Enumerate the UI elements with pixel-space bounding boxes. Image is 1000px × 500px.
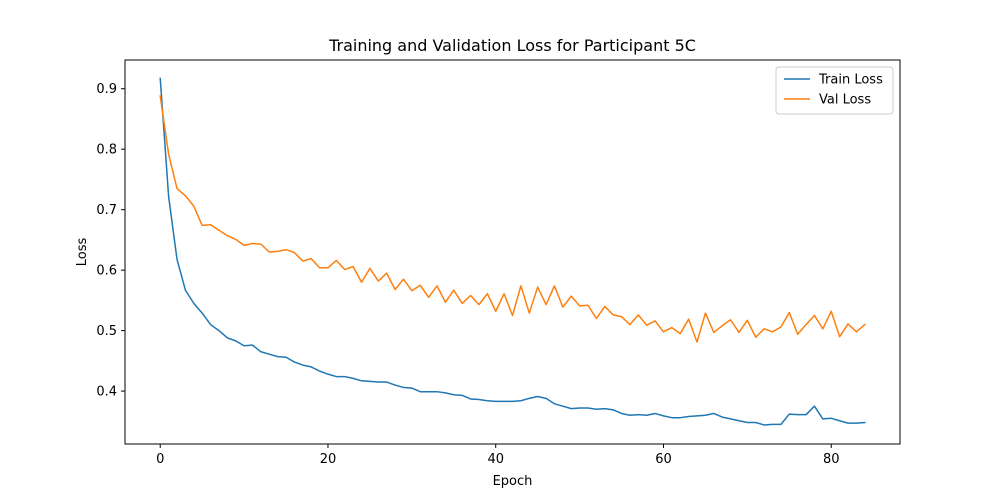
y-axis-label: Loss [75, 238, 90, 267]
y-axis: 0.4 0.5 0.6 0.7 0.8 0.9 [96, 82, 125, 400]
series-layer [159, 77, 866, 426]
x-tick-label: 20 [320, 452, 337, 467]
y-tick-label: 0.4 [96, 385, 117, 400]
x-tick-label: 80 [823, 452, 840, 467]
legend-label: Val Loss [819, 93, 871, 108]
y-tick-label: 0.8 [96, 143, 117, 158]
series-line-val-loss [159, 95, 866, 343]
x-tick-label: 0 [156, 452, 164, 467]
y-tick-label: 0.9 [96, 82, 117, 97]
legend-label: Train Loss [818, 73, 883, 88]
x-axis: 0 20 40 60 80 [156, 444, 839, 467]
x-tick-label: 40 [487, 452, 504, 467]
x-tick-label: 60 [655, 452, 672, 467]
series-line-train-loss [159, 77, 866, 426]
axes-frame [124, 59, 901, 445]
plot-area [124, 59, 901, 445]
legend: Train Loss Val Loss [775, 66, 894, 115]
chart-title: Training and Validation Loss for Partici… [328, 36, 696, 55]
y-tick-label: 0.5 [96, 324, 117, 339]
y-tick-label: 0.6 [96, 264, 117, 279]
x-axis-label: Epoch [493, 474, 533, 489]
y-tick-label: 0.7 [96, 203, 117, 218]
